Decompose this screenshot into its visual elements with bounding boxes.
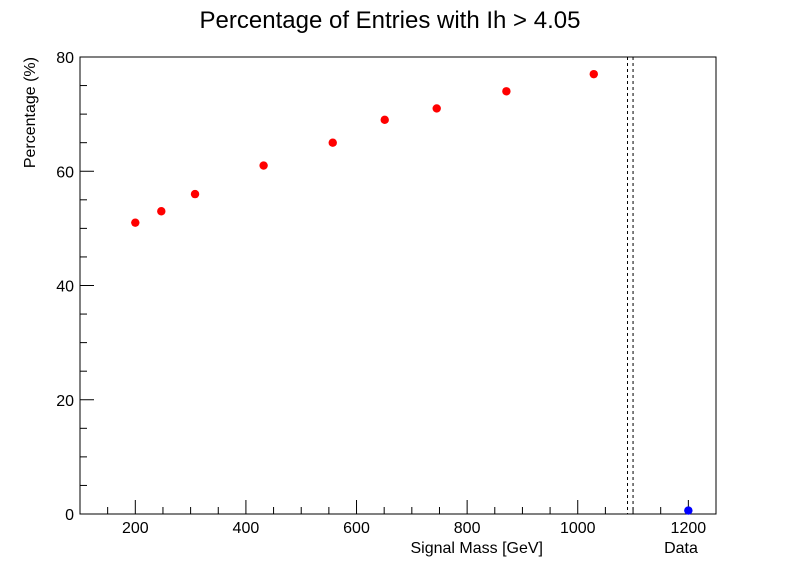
data-annotation: Data <box>664 540 698 557</box>
x-tick-label: 400 <box>233 520 260 537</box>
x-tick-label: 200 <box>122 520 149 537</box>
x-axis-label: Signal Mass [GeV] <box>411 540 544 557</box>
y-axis-label: Percentage (%) <box>22 57 39 168</box>
signal-point <box>328 138 337 147</box>
chart-title: Percentage of Entries with Ih > 4.05 <box>200 7 581 34</box>
signal-point <box>190 189 200 199</box>
signal-point <box>502 87 511 96</box>
y-tick-label: 20 <box>56 393 74 410</box>
signal-point <box>380 115 389 125</box>
tick-labels: 200 400 600 800 1000 1200 0 20 40 60 80 <box>56 50 706 537</box>
y-tick-label: 40 <box>56 279 74 296</box>
x-tick-label: 600 <box>343 520 370 537</box>
y-tick-label: 60 <box>56 164 74 181</box>
dashed-lines <box>627 57 634 514</box>
y-tick-label: 80 <box>56 50 74 67</box>
x-tick-label: 800 <box>454 520 481 537</box>
data-points <box>131 69 693 515</box>
signal-point <box>589 69 598 79</box>
plot-frame <box>79 56 717 515</box>
signal-point <box>432 104 441 113</box>
signal-point <box>157 207 166 216</box>
data-point <box>684 506 693 515</box>
y-tick-label: 0 <box>65 507 74 524</box>
axis-ticks <box>80 56 717 515</box>
x-tick-label: 1200 <box>671 520 707 537</box>
signal-point <box>259 161 268 170</box>
signal-point <box>131 218 140 227</box>
x-tick-label: 1000 <box>560 520 596 537</box>
